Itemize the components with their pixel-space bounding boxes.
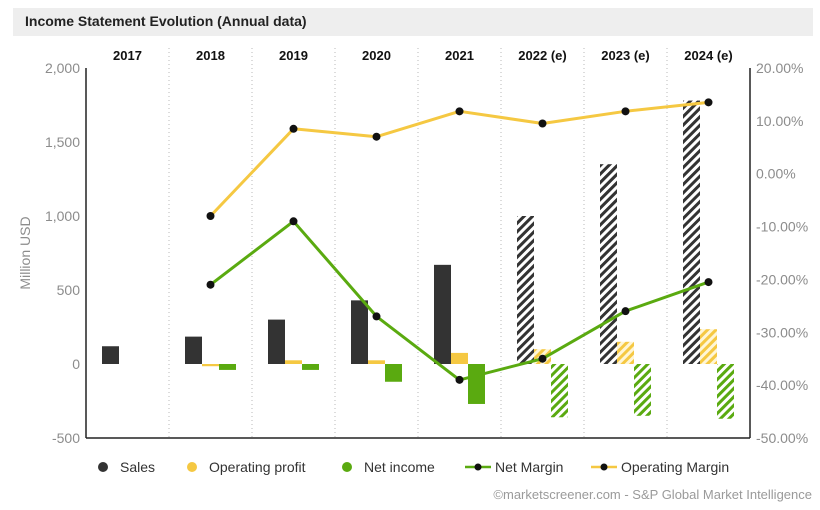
source-credit: ©marketscreener.com - S&P Global Market … bbox=[493, 487, 812, 502]
operating-margin-point bbox=[455, 107, 464, 116]
net-income-bar bbox=[634, 364, 651, 416]
year-label: 2020 bbox=[362, 48, 391, 63]
operating-margin-point bbox=[206, 212, 215, 220]
sales-bar bbox=[268, 319, 285, 364]
legend-net-margin-marker-dot bbox=[474, 463, 482, 471]
sales-bar bbox=[434, 264, 451, 364]
year-label: 2017 bbox=[113, 48, 142, 63]
left-tick-label: 2,000 bbox=[45, 60, 80, 76]
net-margin-point bbox=[538, 354, 547, 363]
net-margin-point bbox=[621, 307, 630, 316]
net-income-bar bbox=[302, 364, 319, 370]
legend-sales-marker bbox=[98, 462, 108, 472]
legend-net-income-label: Net income bbox=[364, 459, 435, 475]
net-income-bar bbox=[219, 364, 236, 370]
net-margin-point bbox=[289, 217, 298, 226]
operating-margin-line bbox=[209, 100, 709, 218]
right-tick-label: -10.00% bbox=[756, 219, 808, 235]
sales-bar bbox=[683, 100, 700, 364]
net-margin-point bbox=[206, 280, 215, 289]
net-income-bar bbox=[717, 364, 734, 419]
left-tick-label: 500 bbox=[57, 282, 81, 298]
year-label: 2018 bbox=[196, 48, 225, 63]
left-tick-label: 1,000 bbox=[45, 208, 80, 224]
net-margin-point bbox=[372, 312, 381, 321]
operating-profit-bar bbox=[202, 364, 219, 367]
operating-profit-bar bbox=[285, 360, 302, 364]
operating-profit-bar bbox=[617, 341, 634, 364]
right-tick-label: 10.00% bbox=[756, 113, 803, 129]
sales-bar bbox=[351, 300, 368, 364]
right-tick-label: 0.00% bbox=[756, 166, 796, 182]
legend-net-margin-label: Net Margin bbox=[495, 459, 563, 475]
right-tick-label: -50.00% bbox=[756, 430, 808, 446]
net-income-bar bbox=[385, 364, 402, 382]
operating-margin-point bbox=[538, 119, 547, 128]
year-label: 2021 bbox=[445, 48, 474, 63]
sales-bar bbox=[185, 336, 202, 364]
right-tick-label: -30.00% bbox=[756, 324, 808, 340]
left-tick-label: 1,500 bbox=[45, 134, 80, 150]
chart-title: Income Statement Evolution (Annual data) bbox=[25, 13, 307, 29]
operating-margin-point bbox=[704, 98, 713, 107]
operating-profit-bar bbox=[451, 352, 468, 364]
net-margin-point bbox=[704, 278, 713, 287]
legend-operating-margin-marker-dot bbox=[600, 463, 608, 471]
operating-profit-bar bbox=[368, 360, 385, 364]
operating-profit-bar bbox=[700, 329, 717, 364]
sales-bar bbox=[517, 216, 534, 364]
sales-bar bbox=[600, 164, 617, 364]
legend-operating-margin-label: Operating Margin bbox=[621, 459, 729, 475]
year-label: 2022 (e) bbox=[518, 48, 566, 63]
right-tick-label: -20.00% bbox=[756, 271, 808, 287]
operating-margin-point bbox=[621, 107, 630, 116]
y-axis-label: Million USD bbox=[17, 216, 33, 289]
net-income-bar bbox=[551, 364, 568, 418]
legend-sales-label: Sales bbox=[120, 459, 155, 475]
operating-margin-point bbox=[289, 124, 298, 133]
sales-bar bbox=[102, 346, 119, 364]
left-tick-label: -500 bbox=[52, 430, 80, 446]
legend-net-income-marker bbox=[342, 462, 352, 472]
right-tick-label: 20.00% bbox=[756, 60, 803, 76]
left-tick-label: 0 bbox=[72, 356, 80, 372]
title-bar: Income Statement Evolution (Annual data) bbox=[13, 8, 813, 36]
year-label: 2023 (e) bbox=[601, 48, 649, 63]
right-tick-label: -40.00% bbox=[756, 377, 808, 393]
operating-margin-point bbox=[372, 132, 381, 141]
legend-operating-profit-marker bbox=[187, 462, 197, 472]
net-income-bar bbox=[468, 364, 485, 404]
year-label: 2019 bbox=[279, 48, 308, 63]
net-margin-point bbox=[455, 375, 464, 384]
legend-operating-profit-label: Operating profit bbox=[209, 459, 306, 475]
year-label: 2024 (e) bbox=[684, 48, 732, 63]
